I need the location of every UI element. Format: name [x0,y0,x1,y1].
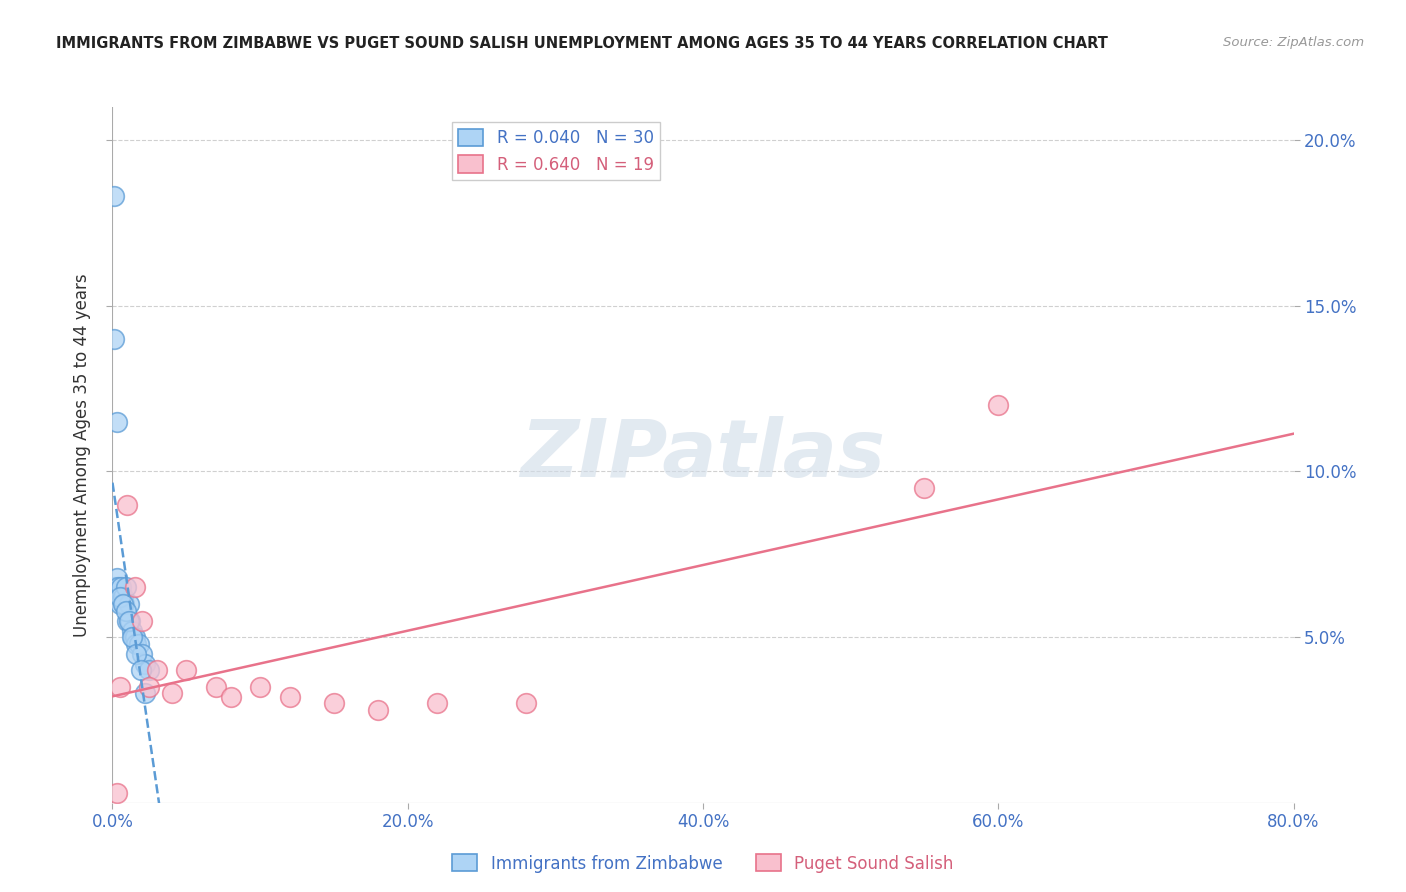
Point [118,614,141,628]
Point [103,332,125,346]
Point [146,663,169,677]
Point [278,690,301,704]
Point [118,597,141,611]
Point [121,630,143,644]
Point [367,703,389,717]
Point [111,591,134,605]
Point [134,657,156,671]
Point [117,614,138,628]
Point [103,189,125,203]
Point [160,686,183,700]
Point [125,637,148,651]
Point [110,581,132,595]
Point [108,680,131,694]
Point [174,663,197,677]
Point [124,630,146,644]
Point [138,680,160,694]
Point [138,663,160,677]
Point [112,597,135,611]
Point [105,570,128,584]
Point [426,697,449,711]
Point [111,597,134,611]
Point [117,498,138,512]
Point [114,604,136,618]
Point [107,581,129,595]
Point [131,647,153,661]
Point [205,680,228,694]
Legend: Immigrants from Zimbabwe, Puget Sound Salish: Immigrants from Zimbabwe, Puget Sound Sa… [446,847,960,880]
Point [129,663,152,677]
Point [134,686,156,700]
Point [105,786,128,800]
Point [121,624,143,638]
Point [108,597,131,611]
Point [249,680,271,694]
Text: IMMIGRANTS FROM ZIMBABWE VS PUGET SOUND SALISH UNEMPLOYMENT AMONG AGES 35 TO 44 : IMMIGRANTS FROM ZIMBABWE VS PUGET SOUND … [56,36,1108,51]
Point [131,614,153,628]
Y-axis label: Unemployment Among Ages 35 to 44 years: Unemployment Among Ages 35 to 44 years [73,273,91,637]
Point [105,415,128,429]
Text: ZIPatlas: ZIPatlas [520,416,886,494]
Point [219,690,242,704]
Point [323,697,346,711]
Point [108,591,131,605]
Point [914,481,936,495]
Point [987,398,1010,412]
Point [114,581,136,595]
Legend: R = 0.040   N = 30, R = 0.640   N = 19: R = 0.040 N = 30, R = 0.640 N = 19 [451,122,661,180]
Point [124,581,146,595]
Point [125,647,148,661]
Point [122,630,145,644]
Point [515,697,537,711]
Point [104,581,127,595]
Point [128,637,150,651]
Text: Source: ZipAtlas.com: Source: ZipAtlas.com [1223,36,1364,49]
Point [120,614,142,628]
